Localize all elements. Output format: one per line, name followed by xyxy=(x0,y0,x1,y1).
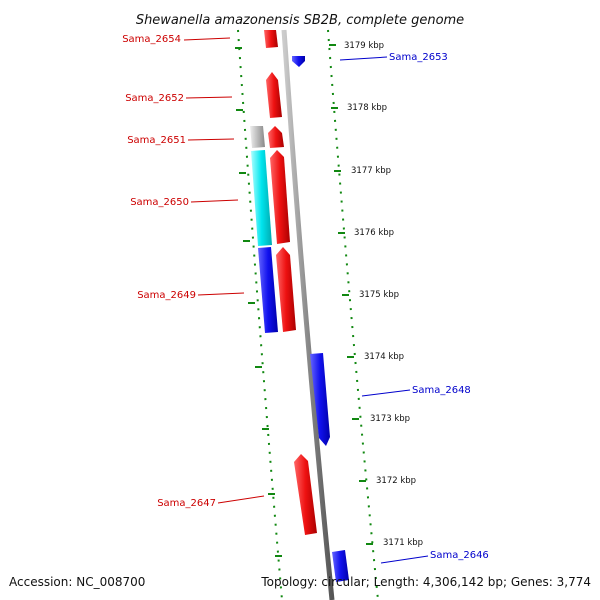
gene-sama-2650[interactable] xyxy=(270,150,290,244)
scale-tick-label: 3171 kbp xyxy=(383,538,423,548)
gene-grey[interactable] xyxy=(250,126,265,148)
scale-tick-marks xyxy=(329,44,373,545)
gene-label-sama-2649[interactable]: Sama_2649 xyxy=(137,290,196,301)
topology-text: Topology: circular; Length: 4,306,142 bp… xyxy=(260,575,591,589)
scale-tick-label: 3176 kbp xyxy=(354,228,394,238)
gene-sama-2646[interactable] xyxy=(332,550,349,582)
gene-label-sama-2652[interactable]: Sama_2652 xyxy=(125,93,184,104)
gene-blue-2649-left[interactable] xyxy=(258,247,278,333)
scale-tick-label: 3178 kbp xyxy=(347,103,387,113)
scale-tick-label: 3175 kbp xyxy=(359,290,399,300)
genome-backbone xyxy=(281,29,335,600)
map-title: Shewanella amazonensis SB2B, complete ge… xyxy=(136,13,464,28)
gene-label-sama-2650[interactable]: Sama_2650 xyxy=(130,197,189,208)
gene-sama-2649[interactable] xyxy=(276,247,296,332)
gene-sama-2647[interactable] xyxy=(294,454,317,535)
accession-text: Accession: NC_008700 xyxy=(9,575,145,589)
outer-dotted-ring xyxy=(327,29,379,600)
gene-label-sama-2648[interactable]: Sama_2648 xyxy=(412,385,471,396)
gene-label-sama-2654[interactable]: Sama_2654 xyxy=(122,34,181,45)
scale-tick-label: 3173 kbp xyxy=(370,414,410,424)
gene-label-sama-2646[interactable]: Sama_2646 xyxy=(430,550,489,561)
gene-label-sama-2647[interactable]: Sama_2647 xyxy=(157,498,216,509)
gene-sama-2652[interactable] xyxy=(266,72,282,118)
scale-tick-label: 3172 kbp xyxy=(376,476,416,486)
gene-sama-2648[interactable] xyxy=(310,353,330,446)
scale-tick-label: 3174 kbp xyxy=(364,352,404,362)
gene-cyan[interactable] xyxy=(251,150,272,246)
gene-sama-2654[interactable] xyxy=(264,30,278,48)
gene-sama-2653[interactable] xyxy=(292,56,305,67)
red-leader-lines xyxy=(183,37,265,504)
blue-leader-lines xyxy=(339,56,429,564)
scale-tick-label: 3177 kbp xyxy=(351,166,391,176)
gene-sama-2651[interactable] xyxy=(268,126,284,148)
inner-dotted-ring xyxy=(237,29,283,600)
scale-tick-label: 3179 kbp xyxy=(344,41,384,51)
inner-ring-marks xyxy=(235,47,282,557)
gene-label-sama-2653[interactable]: Sama_2653 xyxy=(389,52,448,63)
gene-label-sama-2651[interactable]: Sama_2651 xyxy=(127,135,186,146)
